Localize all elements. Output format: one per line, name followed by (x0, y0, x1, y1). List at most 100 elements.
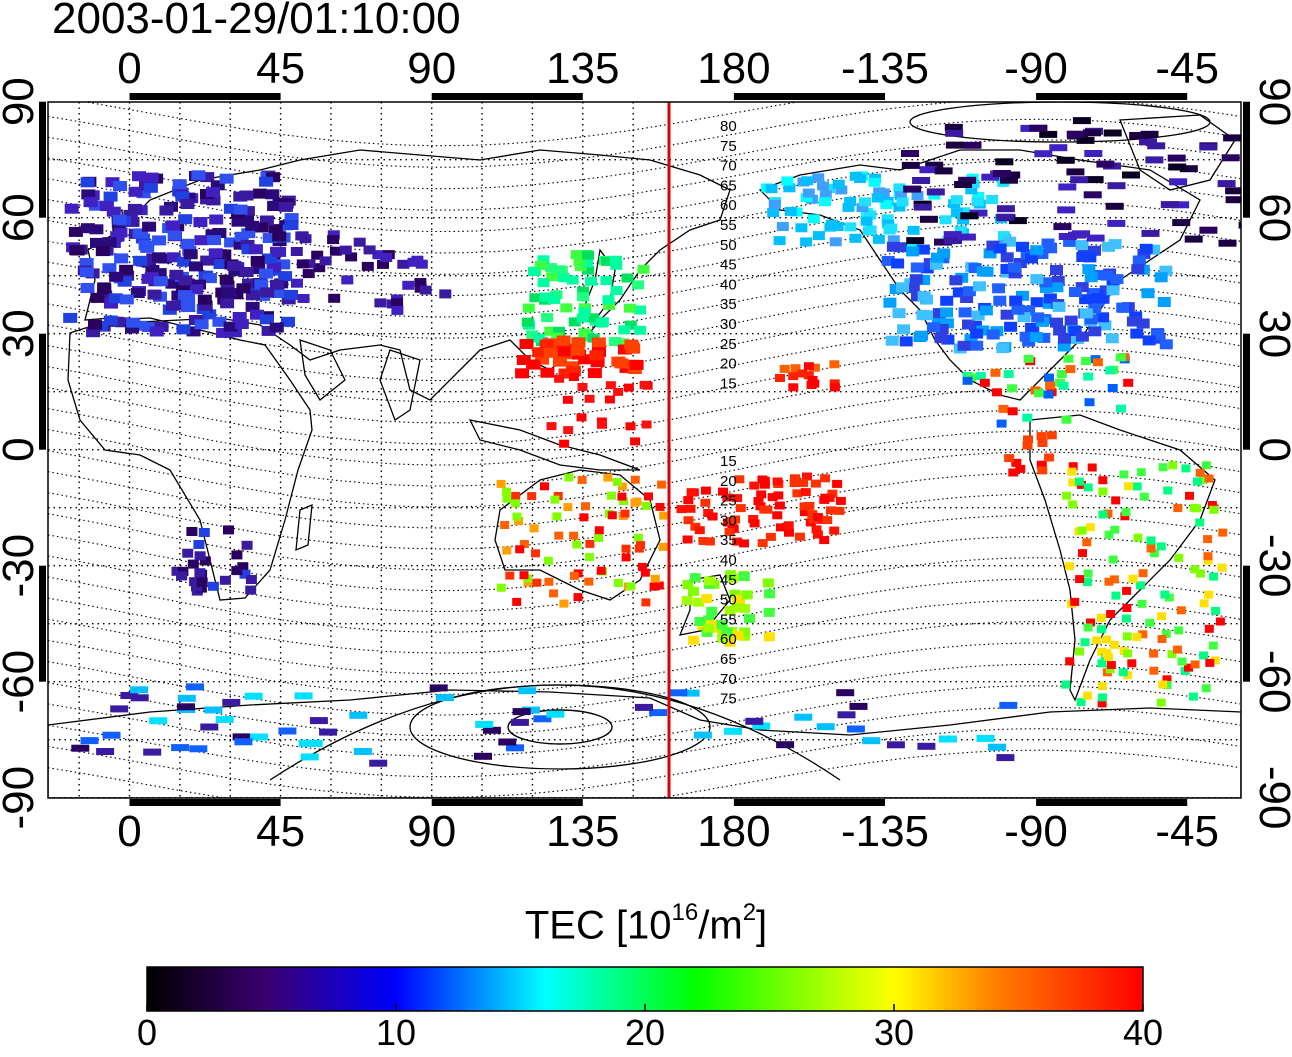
tec-cell (962, 376, 973, 385)
tec-cell (130, 694, 149, 702)
tec-cell (550, 290, 563, 300)
tec-cell (1159, 265, 1173, 276)
tec-cell (1061, 680, 1071, 689)
tec-cell (1115, 353, 1126, 362)
tec-cell (397, 259, 410, 269)
tec-cell (1138, 569, 1148, 578)
tec-cell (232, 733, 251, 741)
tec-cell (545, 263, 558, 273)
tec-cell (990, 368, 1001, 377)
tec-cell (103, 315, 118, 326)
tec-cell (1137, 248, 1151, 259)
tec-cell (703, 623, 715, 633)
tec-cell (1126, 316, 1140, 327)
contour-label: 80 (720, 118, 737, 135)
tec-cell (1050, 265, 1063, 275)
tec-cell (1151, 329, 1165, 340)
tec-cell (259, 314, 274, 325)
tec-cell (552, 356, 567, 367)
magnetic-contour (48, 536, 1241, 612)
colorbar-tick-label: 10 (375, 1012, 417, 1053)
tec-cell (1140, 130, 1159, 138)
tec-cell (435, 694, 454, 702)
tec-cell (739, 604, 751, 613)
tec-cell (1058, 333, 1071, 344)
tec-cell (813, 513, 823, 522)
tec-cell (269, 322, 284, 333)
tec-cell (916, 244, 930, 255)
tec-cell (585, 539, 595, 548)
tec-cell (1171, 201, 1190, 209)
tec-cell (98, 290, 113, 301)
tec-cell (1184, 663, 1193, 672)
tec-cell (240, 206, 255, 217)
tec-cell (1217, 180, 1236, 188)
tec-cell (241, 228, 256, 239)
tec-cell (97, 284, 112, 295)
tec-cell (688, 635, 700, 645)
tec-cell (783, 521, 794, 530)
left-latitude-label: 60 (0, 193, 43, 242)
tec-cell (296, 259, 309, 269)
tec-cell (1137, 599, 1147, 608)
tec-cell (701, 594, 713, 604)
tec-cell (1196, 569, 1205, 578)
tec-cell (917, 742, 936, 750)
tec-cell (819, 495, 830, 504)
tec-cell (1223, 134, 1241, 142)
colorbar-tick-label: 20 (624, 1012, 666, 1053)
tec-cell (859, 197, 871, 207)
tec-cell (765, 532, 776, 541)
tec-cell (231, 550, 243, 560)
tec-cell (102, 237, 117, 248)
frame-tick-bar (39, 565, 46, 682)
tec-cell (1116, 404, 1126, 413)
tec-cell (1207, 501, 1217, 509)
tec-cell (911, 291, 924, 302)
frame-tick-bar (129, 799, 281, 806)
tec-cell (976, 266, 990, 277)
coastline (494, 469, 661, 601)
tec-cell (534, 260, 547, 270)
tec-cell (971, 197, 984, 207)
tec-cell (80, 223, 95, 234)
tec-cell (1066, 168, 1085, 176)
tec-cell (570, 345, 585, 356)
tec-cell (177, 694, 196, 702)
tec-cell (1158, 680, 1168, 689)
tec-cell (328, 293, 341, 303)
tec-cell (206, 187, 220, 198)
tec-cell (197, 294, 212, 305)
tec-cell (655, 502, 665, 511)
tec-cell (1050, 282, 1064, 293)
tec-cell (126, 317, 141, 328)
tec-cell (1083, 483, 1093, 492)
tec-cell (1108, 239, 1122, 250)
tec-cell (600, 276, 613, 286)
tec-cell (1133, 533, 1143, 542)
tec-cell (635, 703, 653, 711)
tec-cell (792, 489, 803, 498)
tec-cell (640, 568, 650, 577)
tec-cell (891, 258, 905, 269)
tec-cell (1116, 302, 1130, 313)
tec-cell (572, 540, 582, 549)
tec-cell (1176, 606, 1186, 615)
tec-cell (1084, 150, 1103, 157)
tec-cell (700, 498, 711, 507)
colorbar-tick-label: 30 (873, 1012, 915, 1053)
tec-cell (559, 439, 570, 448)
tec-cell (1156, 542, 1166, 551)
tec-cell (145, 265, 160, 275)
tec-cell (1022, 441, 1033, 450)
tec-cell (290, 247, 303, 256)
tec-cell (997, 231, 1010, 241)
tec-cell (1209, 505, 1219, 514)
tec-cell (140, 242, 155, 253)
tec-cell (1141, 288, 1155, 299)
tec-cell (498, 738, 517, 746)
tec-cell (862, 737, 881, 745)
tec-cell (239, 569, 251, 579)
tec-cell (180, 199, 195, 209)
contour-label: 45 (720, 257, 737, 274)
